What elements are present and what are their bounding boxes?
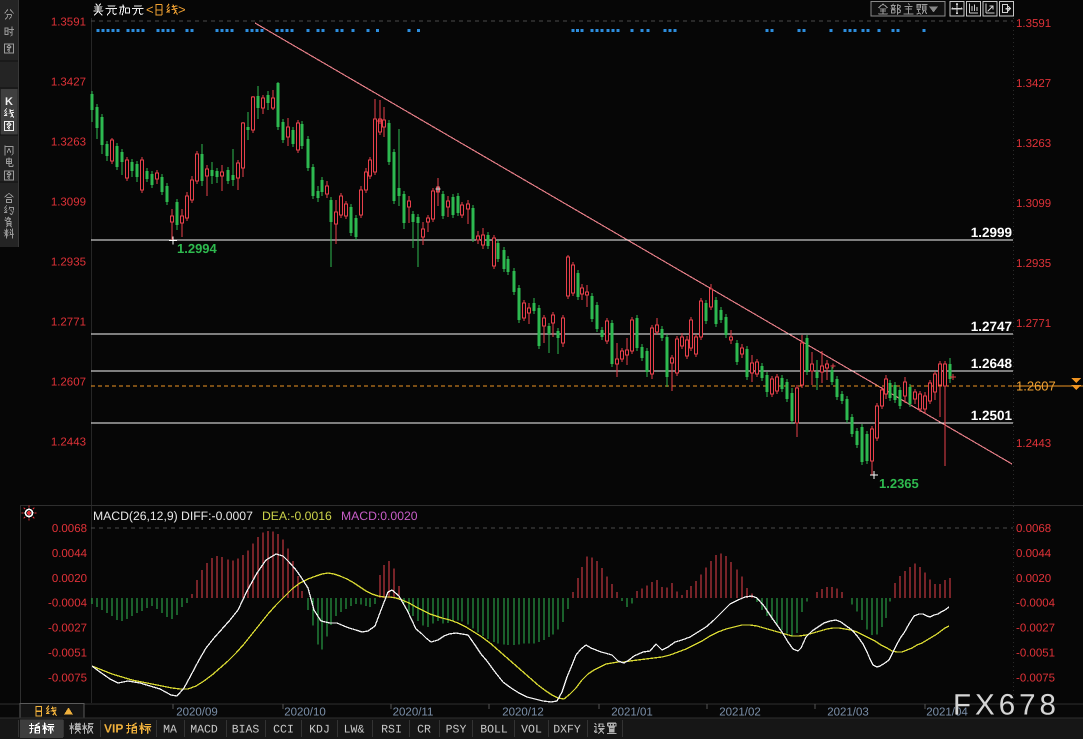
svg-text:LW&: LW&: [344, 724, 365, 737]
svg-text:CR: CR: [417, 724, 431, 737]
svg-text:0.0068: 0.0068: [52, 523, 87, 535]
svg-text:PSY: PSY: [446, 724, 467, 737]
svg-text:1.2994: 1.2994: [177, 241, 218, 256]
svg-text:DEA:-0.0016: DEA:-0.0016: [262, 509, 332, 523]
svg-text:1.3427: 1.3427: [1016, 78, 1051, 90]
svg-text:-0.0004: -0.0004: [1016, 598, 1056, 610]
svg-text:-0.0051: -0.0051: [1016, 648, 1055, 660]
svg-text:2020/09: 2020/09: [176, 707, 218, 719]
svg-text:1.2747: 1.2747: [971, 319, 1012, 334]
svg-text:1.3099: 1.3099: [1016, 198, 1051, 210]
svg-text:1.2935: 1.2935: [1016, 258, 1051, 270]
svg-text:2021/02: 2021/02: [719, 707, 761, 719]
svg-text:MACD(26,12,9) DIFF:-0.0007: MACD(26,12,9) DIFF:-0.0007: [93, 509, 253, 523]
svg-text:1.2607: 1.2607: [51, 376, 86, 388]
svg-text:VOL: VOL: [521, 724, 542, 737]
svg-text:-0.0027: -0.0027: [48, 623, 87, 635]
svg-text:1.3263: 1.3263: [1016, 138, 1051, 150]
svg-text:>: >: [178, 2, 186, 17]
svg-text:2020/12: 2020/12: [502, 707, 544, 719]
svg-text:MACD: MACD: [190, 724, 218, 737]
svg-text:1.2999: 1.2999: [971, 225, 1012, 240]
svg-text:1.3263: 1.3263: [51, 137, 86, 149]
svg-text:0.0020: 0.0020: [52, 573, 87, 585]
svg-text:KDJ: KDJ: [309, 724, 330, 737]
svg-text:0.0068: 0.0068: [1016, 523, 1051, 535]
svg-text:2021/03: 2021/03: [827, 707, 869, 719]
svg-text:CCI: CCI: [273, 724, 294, 737]
svg-text:0.0020: 0.0020: [1016, 573, 1051, 585]
svg-text:-0.0075: -0.0075: [48, 673, 87, 685]
svg-text:1.2935: 1.2935: [51, 256, 86, 268]
svg-text:2021/04: 2021/04: [926, 707, 968, 719]
svg-text:RSI: RSI: [381, 724, 402, 737]
svg-text:1.2771: 1.2771: [1016, 318, 1051, 330]
svg-text:1.2648: 1.2648: [971, 356, 1013, 371]
svg-text:2021/01: 2021/01: [611, 707, 653, 719]
svg-text:BOLL: BOLL: [480, 724, 508, 737]
svg-text:1.2607: 1.2607: [1016, 379, 1056, 394]
svg-text:2020/11: 2020/11: [393, 707, 434, 719]
svg-text:-0.0051: -0.0051: [48, 648, 87, 660]
svg-text:DXFY: DXFY: [553, 724, 581, 737]
svg-text:K: K: [5, 96, 13, 108]
svg-text:1.2443: 1.2443: [1016, 438, 1051, 450]
svg-text:VIP: VIP: [104, 722, 123, 736]
svg-text:<: <: [146, 2, 154, 17]
svg-text:0.0044: 0.0044: [52, 548, 88, 560]
svg-text:0.0044: 0.0044: [1016, 548, 1052, 560]
svg-text:1.2443: 1.2443: [51, 436, 86, 448]
svg-text:1.2771: 1.2771: [51, 316, 86, 328]
svg-text:2020/10: 2020/10: [284, 707, 326, 719]
svg-text:-0.0075: -0.0075: [1016, 673, 1055, 685]
svg-text:MA: MA: [163, 724, 177, 737]
svg-text:MACD:0.0020: MACD:0.0020: [341, 509, 418, 523]
svg-text:1.3591: 1.3591: [1016, 18, 1051, 30]
svg-text:1.2501: 1.2501: [971, 408, 1013, 423]
svg-text:BIAS: BIAS: [232, 724, 260, 737]
svg-text:1.3427: 1.3427: [51, 77, 86, 89]
svg-text:FX678: FX678: [953, 689, 1060, 722]
svg-text:-0.0004: -0.0004: [48, 598, 88, 610]
svg-text:-0.0027: -0.0027: [1016, 623, 1055, 635]
svg-text:1.3591: 1.3591: [51, 17, 86, 29]
svg-text:1.3099: 1.3099: [51, 197, 86, 209]
svg-text:1.2365: 1.2365: [879, 476, 919, 491]
